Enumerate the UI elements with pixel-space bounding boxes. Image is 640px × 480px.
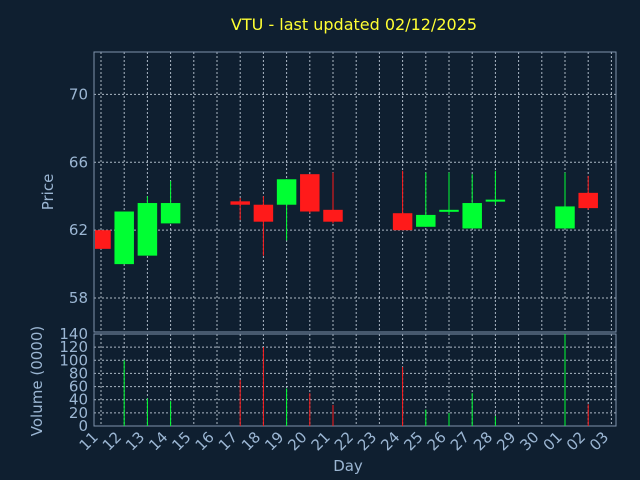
candle-body <box>555 206 575 229</box>
volume-tick-label: 0 <box>78 417 88 435</box>
candle-14 <box>160 180 181 224</box>
price-panel-frame <box>93 51 617 333</box>
candle-body <box>462 203 482 229</box>
volume-tick-label: 140 <box>59 325 88 343</box>
candle-27 <box>462 174 482 229</box>
candle-11 <box>95 230 111 249</box>
price-tick-label: 58 <box>69 289 88 307</box>
candle-25 <box>416 172 436 227</box>
candle-body <box>323 209 343 222</box>
price-tick-labels: 58 62 66 70 <box>69 85 88 307</box>
candlesticks <box>95 170 598 265</box>
candle-21 <box>323 172 343 224</box>
candle-body <box>253 204 274 222</box>
candle-12 <box>114 211 134 265</box>
candle-19 <box>276 179 297 241</box>
candle-26 <box>439 172 459 215</box>
x-axis-label: Day <box>333 457 363 475</box>
day-tick-labels: 1112131415161718192021222324252627282930… <box>76 428 613 454</box>
candle-body <box>95 230 111 249</box>
candle-28 <box>485 170 506 205</box>
candle-18 <box>253 196 274 256</box>
price-tick-label: 70 <box>69 85 88 103</box>
candle-17 <box>230 197 250 220</box>
candle-body <box>276 179 297 205</box>
volume-tick-label: 100 <box>59 351 88 369</box>
price-tick-label: 66 <box>69 153 88 171</box>
candle-body <box>392 213 413 231</box>
volume-tick-label: 120 <box>59 338 88 356</box>
chart-title: VTU - last updated 02/12/2025 <box>231 15 477 34</box>
candle-01 <box>555 172 575 229</box>
candle-02 <box>578 175 598 210</box>
y-axis-label-volume: Volume (0000) <box>28 326 46 436</box>
candle-body <box>137 203 158 256</box>
candle-body <box>578 192 598 209</box>
y-axis-label-price: Price <box>39 174 57 211</box>
volume-tick-label: 20 <box>69 404 88 422</box>
candle-body <box>416 214 436 227</box>
volume-tick-label: 40 <box>69 391 88 409</box>
volume-tick-label: 60 <box>69 378 88 396</box>
candle-24 <box>392 170 413 231</box>
volume-tick-label: 80 <box>69 364 88 382</box>
volume-bars <box>123 334 589 426</box>
candle-body <box>230 201 250 205</box>
candle-20 <box>300 174 320 214</box>
candle-body <box>439 209 459 212</box>
candle-body <box>485 199 506 202</box>
volume-panel-frame <box>93 333 617 427</box>
candle-13 <box>137 196 158 256</box>
price-tick-label: 62 <box>69 221 88 239</box>
candle-body <box>160 203 181 224</box>
candle-body <box>300 174 320 212</box>
candle-body <box>114 211 134 265</box>
